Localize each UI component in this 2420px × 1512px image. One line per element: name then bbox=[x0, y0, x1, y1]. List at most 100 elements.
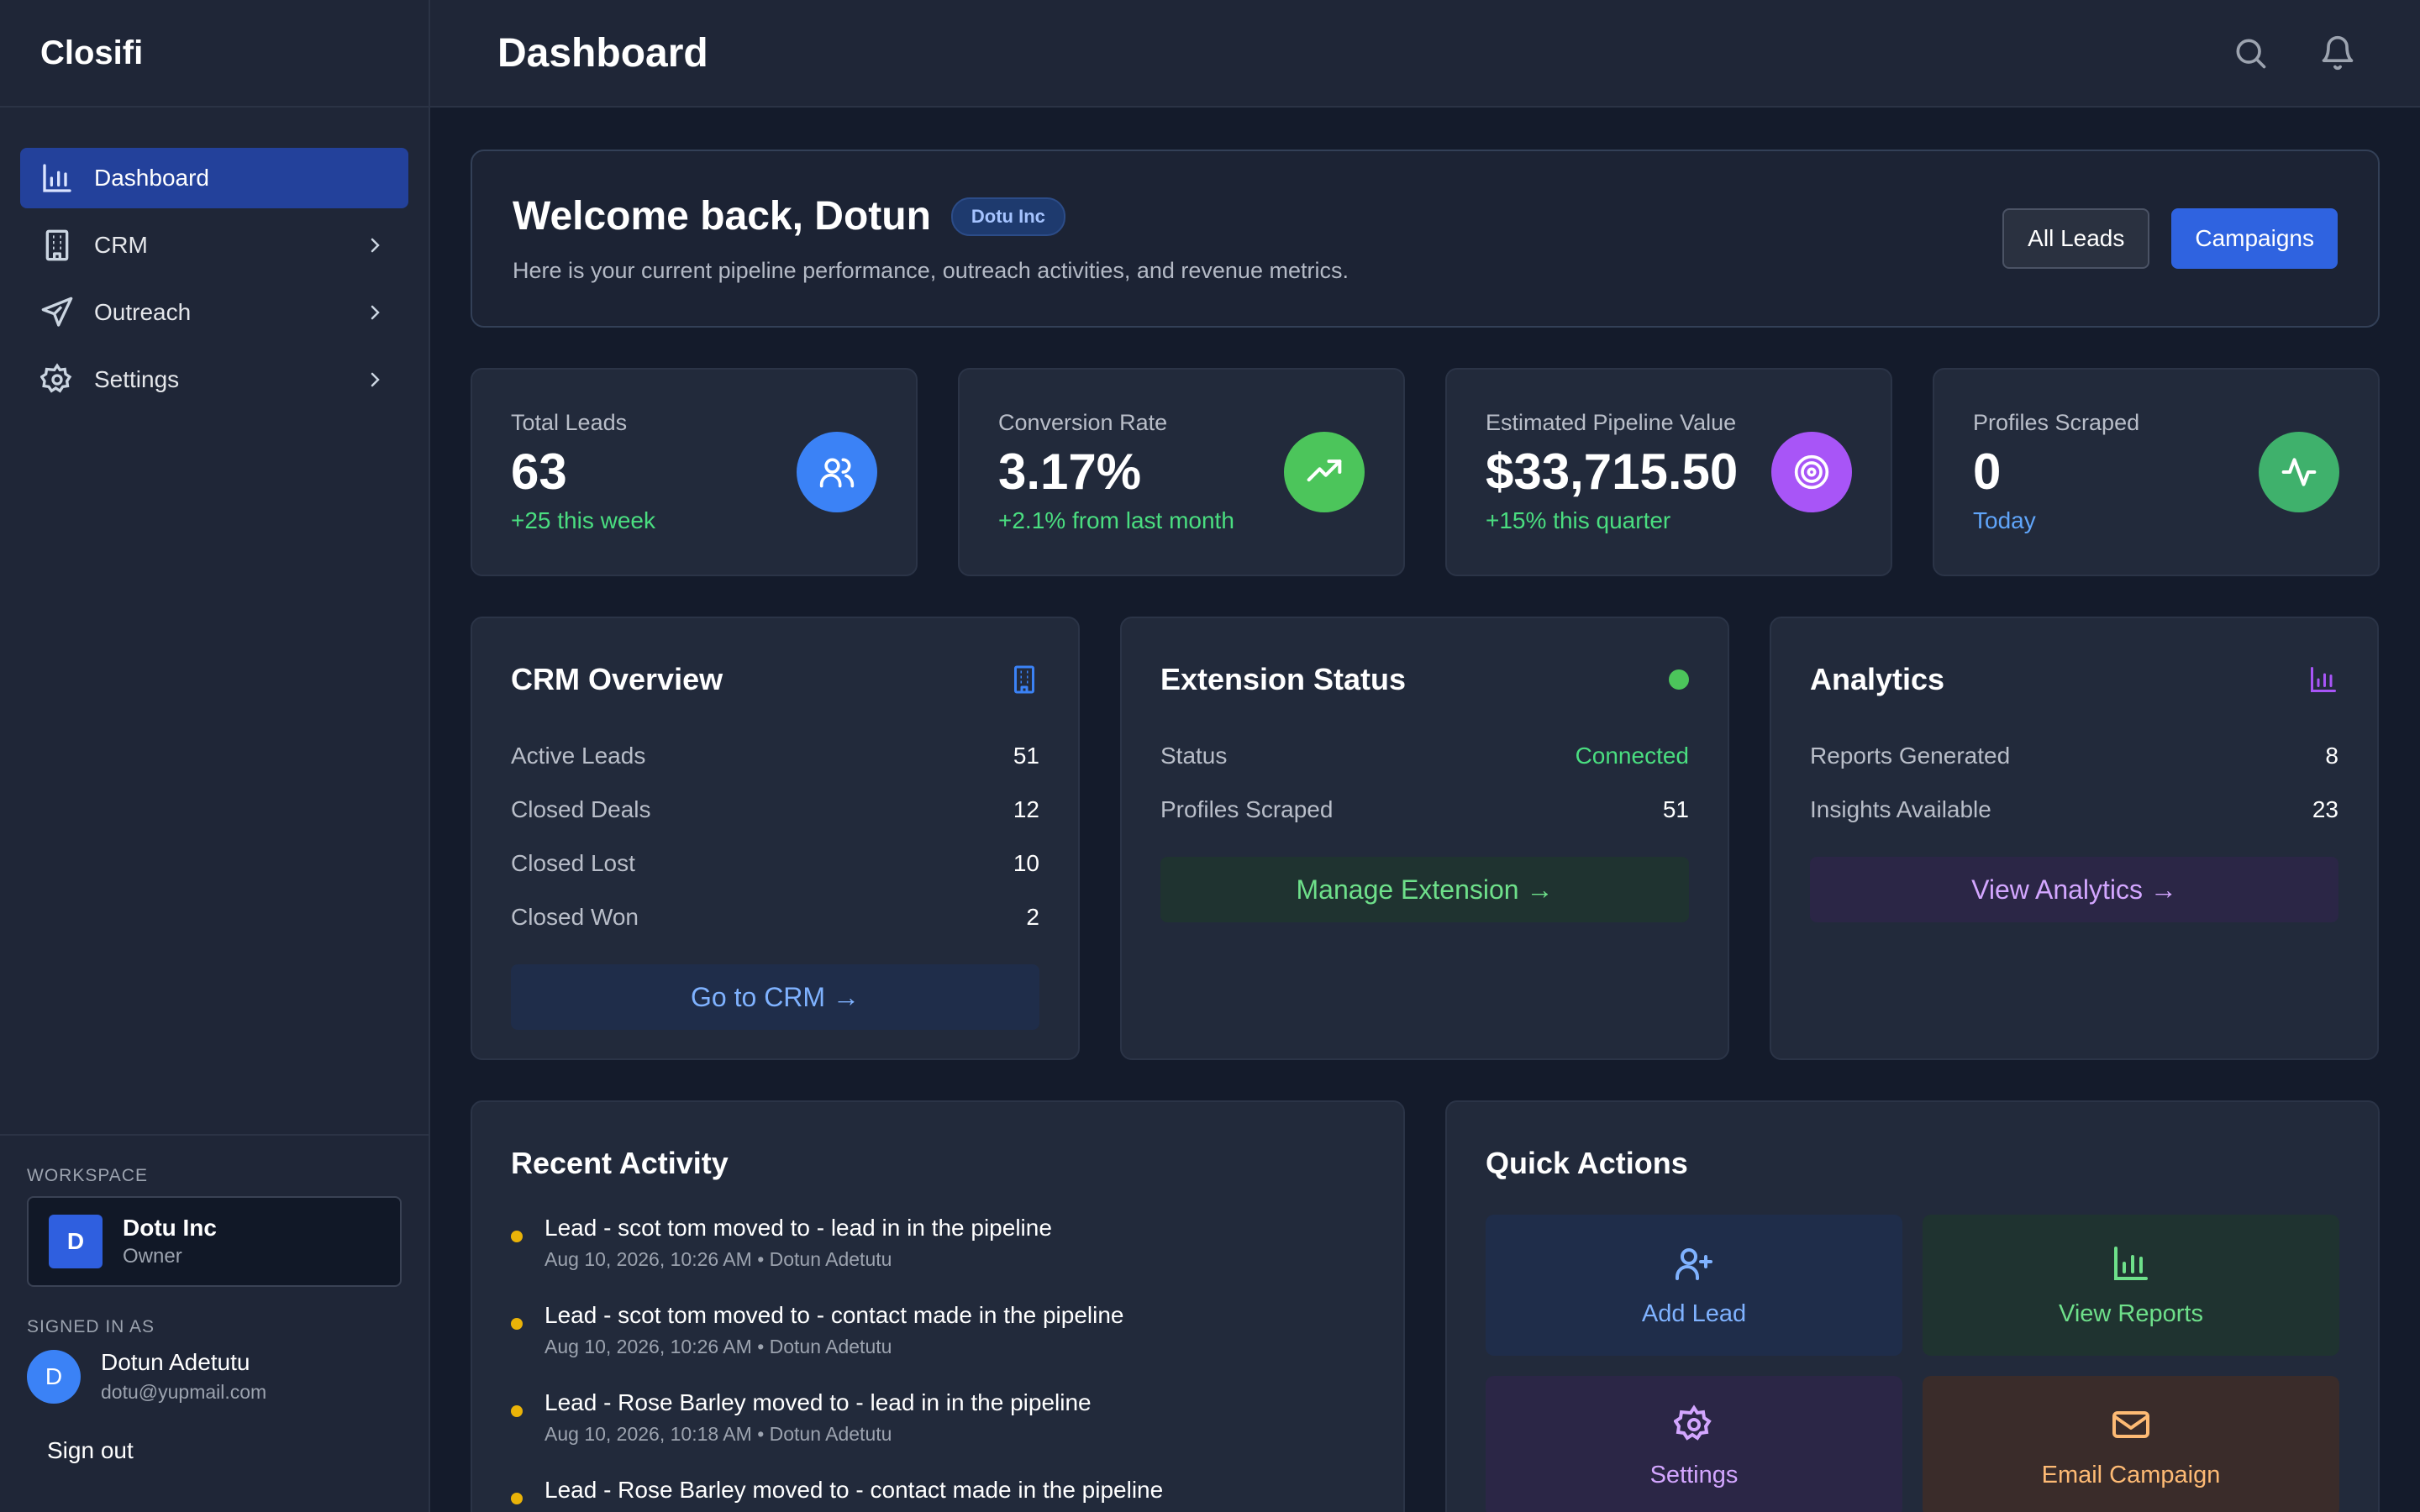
activity-icon bbox=[2259, 432, 2339, 512]
sidebar-item-dashboard[interactable]: Dashboard bbox=[20, 148, 408, 208]
chevron-right-icon bbox=[365, 302, 385, 323]
quick-actions-card: Quick Actions Add Lead View Reports bbox=[1445, 1100, 2380, 1512]
stat-card-profiles-scraped: Profiles Scraped 0 Today bbox=[1933, 368, 2380, 576]
list-item[interactable]: Lead - Rose Barley moved to - lead in in… bbox=[511, 1389, 1365, 1477]
gear-icon bbox=[40, 363, 74, 396]
stat-change: +2.1% from last month bbox=[998, 507, 1234, 533]
panel-title: Recent Activity bbox=[511, 1146, 729, 1180]
signed-in-label: SIGNED IN AS bbox=[27, 1317, 155, 1336]
send-icon bbox=[40, 296, 74, 329]
recent-activity-card: Recent Activity Lead - scot tom moved to… bbox=[471, 1100, 1405, 1512]
metric-row: Reports Generated 8 bbox=[1810, 743, 2338, 769]
view-reports-button[interactable]: View Reports bbox=[1923, 1215, 2339, 1356]
activity-dot bbox=[511, 1318, 523, 1330]
bar-chart-icon bbox=[2308, 664, 2338, 695]
list-item[interactable]: Lead - Rose Barley moved to - contact ma… bbox=[511, 1477, 1365, 1512]
activity-list: Lead - scot tom moved to - lead in in th… bbox=[511, 1215, 1365, 1512]
stat-change: +15% this quarter bbox=[1486, 507, 1671, 533]
workspace-avatar: D bbox=[49, 1215, 103, 1268]
email-campaign-button[interactable]: Email Campaign bbox=[1923, 1376, 2339, 1512]
analytics-card: Analytics Reports Generated 8 Insights Av… bbox=[1770, 617, 2379, 1060]
user-email: dotu@yupmail.com bbox=[101, 1381, 267, 1403]
list-item[interactable]: Lead - scot tom moved to - contact made … bbox=[511, 1302, 1365, 1389]
add-lead-button[interactable]: Add Lead bbox=[1486, 1215, 1902, 1356]
search-icon[interactable] bbox=[2232, 34, 2269, 71]
stat-card-pipeline-value: Estimated Pipeline Value $33,715.50 +15%… bbox=[1445, 368, 1892, 576]
header: Dashboard bbox=[430, 0, 2420, 108]
status-badge: Connected bbox=[1575, 743, 1689, 769]
metric-row: Closed Deals 12 bbox=[511, 796, 1039, 822]
main-content: Welcome back, Dotun Dotu Inc Here is you… bbox=[471, 150, 2380, 1512]
user-info: D Dotun Adetutu dotu@yupmail.com bbox=[27, 1349, 402, 1404]
settings-button[interactable]: Settings bbox=[1486, 1376, 1902, 1512]
metric-row: Closed Won 2 bbox=[511, 904, 1039, 930]
activity-dot bbox=[511, 1405, 523, 1417]
sidebar: Closifi Dashboard CRM Outreach bbox=[0, 0, 430, 1512]
mail-icon bbox=[2111, 1404, 2151, 1445]
status-dot bbox=[1669, 669, 1689, 690]
stat-change: +25 this week bbox=[511, 507, 655, 533]
trending-up-icon bbox=[1284, 432, 1365, 512]
activity-dot bbox=[511, 1231, 523, 1242]
welcome-banner: Welcome back, Dotun Dotu Inc Here is you… bbox=[471, 150, 2380, 328]
panel-title: Quick Actions bbox=[1486, 1146, 1688, 1180]
sidebar-nav: Dashboard CRM Outreach Settings bbox=[0, 108, 429, 410]
stat-label: Profiles Scraped bbox=[1973, 410, 2140, 435]
metric-row: Closed Lost 10 bbox=[511, 850, 1039, 876]
overview-panels: CRM Overview Active Leads 51 Closed Deals… bbox=[471, 617, 2380, 1060]
sidebar-item-label: Settings bbox=[94, 366, 180, 392]
metric-row: Active Leads 51 bbox=[511, 743, 1039, 769]
extension-status-card: Extension Status Status Connected Profile… bbox=[1120, 617, 1729, 1060]
stat-label: Conversion Rate bbox=[998, 410, 1168, 435]
workspace-role: Owner bbox=[123, 1245, 182, 1268]
sidebar-item-label: Outreach bbox=[94, 299, 192, 325]
users-icon bbox=[797, 432, 877, 512]
bell-icon[interactable] bbox=[2319, 34, 2356, 71]
sidebar-item-settings[interactable]: Settings bbox=[20, 349, 408, 410]
workspace-name: Dotu Inc bbox=[123, 1215, 217, 1241]
org-badge: Dotu Inc bbox=[950, 197, 1065, 236]
panel-title: CRM Overview bbox=[511, 662, 723, 696]
chevron-right-icon bbox=[365, 370, 385, 390]
view-analytics-button[interactable]: View Analytics → bbox=[1810, 857, 2338, 922]
stat-value: 3.17% bbox=[998, 444, 1142, 500]
stat-value: 63 bbox=[511, 444, 567, 500]
stat-card-total-leads: Total Leads 63 +25 this week bbox=[471, 368, 918, 576]
sidebar-item-crm[interactable]: CRM bbox=[20, 215, 408, 276]
sidebar-item-label: CRM bbox=[94, 232, 148, 258]
campaigns-button[interactable]: Campaigns bbox=[2171, 208, 2338, 269]
manage-extension-button[interactable]: Manage Extension → bbox=[1160, 857, 1689, 922]
welcome-title: Welcome back, Dotun bbox=[513, 194, 931, 239]
building-icon bbox=[40, 228, 74, 262]
avatar: D bbox=[27, 1349, 81, 1404]
chevron-right-icon bbox=[365, 235, 385, 255]
bar-chart-icon bbox=[2111, 1243, 2151, 1284]
all-leads-button[interactable]: All Leads bbox=[2002, 208, 2150, 269]
panel-title: Analytics bbox=[1810, 662, 1945, 696]
sidebar-footer: WORKSPACE D Dotu Inc Owner SIGNED IN AS … bbox=[0, 1134, 429, 1512]
go-to-crm-button[interactable]: Go to CRM → bbox=[511, 964, 1039, 1030]
stats-row: Total Leads 63 +25 this week Conversion … bbox=[471, 368, 2380, 576]
workspace-switcher[interactable]: D Dotu Inc Owner bbox=[27, 1196, 402, 1287]
sidebar-item-label: Dashboard bbox=[94, 165, 209, 191]
user-name: Dotun Adetutu bbox=[101, 1349, 250, 1375]
brand-logo[interactable]: Closifi bbox=[0, 0, 429, 108]
stat-label: Estimated Pipeline Value bbox=[1486, 410, 1737, 435]
sidebar-item-outreach[interactable]: Outreach bbox=[20, 282, 408, 343]
page-title: Dashboard bbox=[497, 30, 708, 76]
activity-dot bbox=[511, 1493, 523, 1504]
stat-value: 0 bbox=[1973, 444, 2002, 500]
stat-change: Today bbox=[1973, 507, 2036, 533]
user-plus-icon bbox=[1674, 1243, 1714, 1284]
welcome-subtitle: Here is your current pipeline performanc… bbox=[513, 258, 1349, 283]
sign-out-button[interactable]: Sign out bbox=[47, 1437, 134, 1463]
building-icon bbox=[1009, 664, 1039, 695]
stat-value: $33,715.50 bbox=[1486, 444, 1739, 500]
target-icon bbox=[1771, 432, 1852, 512]
list-item[interactable]: Lead - scot tom moved to - lead in in th… bbox=[511, 1215, 1365, 1302]
stat-label: Total Leads bbox=[511, 410, 628, 435]
metric-row: Status Connected bbox=[1160, 743, 1689, 769]
stat-card-conversion-rate: Conversion Rate 3.17% +2.1% from last mo… bbox=[958, 368, 1405, 576]
bar-chart-icon bbox=[40, 161, 74, 195]
metric-row: Insights Available 23 bbox=[1810, 796, 2338, 822]
